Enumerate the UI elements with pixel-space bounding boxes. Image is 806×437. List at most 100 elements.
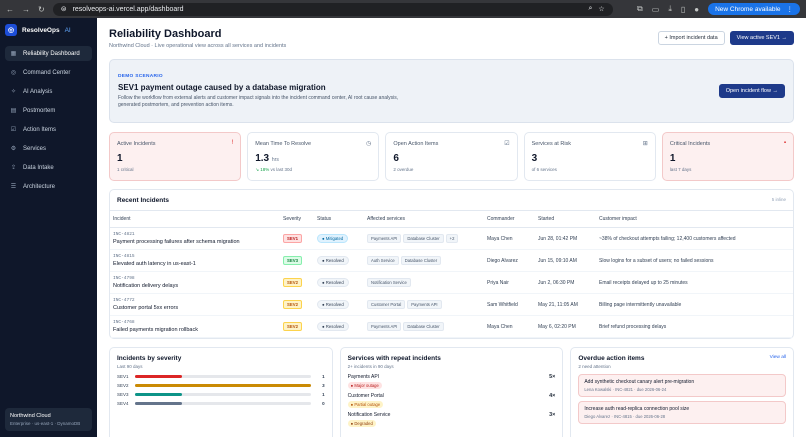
view-all-link[interactable]: View all xyxy=(769,355,787,360)
col-commander[interactable]: Commander xyxy=(484,211,535,228)
status-badge: ● Mitigated xyxy=(317,234,349,243)
service-tag: Payments API xyxy=(407,300,442,309)
import-incident-data-button[interactable]: + Import incident data xyxy=(657,31,725,45)
repeat-card-title: Services with repeat incidents xyxy=(347,355,441,362)
brand-name: ResolveOps xyxy=(22,26,60,34)
col-affected-services[interactable]: Affected services xyxy=(364,211,484,228)
incident-name[interactable]: Failed payments migration rollback xyxy=(113,327,198,333)
sidebar-item-ai-analysis[interactable]: ✧ AI Analysis xyxy=(10,88,53,96)
started: May 6, 02:20 PM xyxy=(535,315,596,338)
site-info-icon[interactable]: ⊜ xyxy=(60,6,67,13)
org-name: Northwind Cloud xyxy=(10,413,51,419)
stat-active-incidents[interactable]: Active Incidents ! 1 1 critical xyxy=(109,132,242,181)
table-row[interactable]: INC-4821 Payment processing failures afte… xyxy=(110,227,793,250)
split-icon[interactable]: ▯ xyxy=(680,4,686,14)
service-tag: Database Cluster xyxy=(403,322,444,331)
download-icon[interactable]: ⤓ xyxy=(668,4,672,13)
severity-bar xyxy=(135,393,183,396)
stat-foot: last 7 days xyxy=(669,167,692,172)
severity-badge: SEV2 xyxy=(283,278,302,287)
action-item[interactable]: Increase auth read-replica connection po… xyxy=(578,401,787,424)
recent-incidents-title: Recent Incidents xyxy=(117,197,170,204)
col-severity[interactable]: Severity xyxy=(280,211,314,228)
cast-icon[interactable]: ▭ xyxy=(651,4,660,14)
col-incident[interactable]: Incident xyxy=(110,211,280,228)
repeat-row[interactable]: Customer Portal ● Partial outage 4× xyxy=(347,393,556,408)
forward-icon[interactable]: → xyxy=(22,4,30,14)
view-active-sev1-button[interactable]: View active SEV1 → xyxy=(729,31,794,45)
stats-row: Active Incidents ! 1 1 critical Mean Tim… xyxy=(109,132,795,181)
back-icon[interactable]: ← xyxy=(6,4,14,14)
stat-services-at-risk[interactable]: Services at Risk ⊞ 3 of 6 services xyxy=(523,132,656,181)
page-title: Reliability Dashboard xyxy=(109,28,222,40)
stat-mttr[interactable]: Mean Time To Resolve ◷ 1.3 hrs ↘ 18% vs … xyxy=(247,132,380,181)
stat-label: Open Action Items xyxy=(393,141,439,147)
incident-id: INC-4798 xyxy=(113,276,135,281)
sidebar-item-data-intake[interactable]: ⇪ Data Intake xyxy=(10,164,54,172)
stat-foot: 2 overdue xyxy=(393,167,414,172)
service-tag-more: +2 xyxy=(445,234,459,243)
col-customer-impact[interactable]: Customer impact xyxy=(596,211,793,228)
url-text: resolveops-ai.vercel.app/dashboard xyxy=(72,5,184,13)
sidebar-item-postmortem[interactable]: ▤ Postmortem xyxy=(10,107,56,115)
status-badge: ● Resolved xyxy=(317,300,349,309)
open-incident-flow-button[interactable]: Open incident flow → xyxy=(718,84,785,98)
status-badge: ● Resolved xyxy=(317,322,349,331)
service-tag: Payments API xyxy=(367,322,402,331)
sidebar-item-action-items[interactable]: ☑ Action Items xyxy=(10,126,57,134)
col-started[interactable]: Started xyxy=(535,211,596,228)
customer-impact: Billing page intermittently unavailable xyxy=(596,293,793,316)
incident-name[interactable]: Payment processing failures after schema… xyxy=(113,239,240,245)
checkbox-icon: ☑ xyxy=(504,141,510,147)
new-chrome-button[interactable]: New Chrome available ⋮ xyxy=(708,3,800,15)
incident-name[interactable]: Notification delivery delays xyxy=(113,283,179,289)
stat-open-action-items[interactable]: Open Action Items ☑ 6 2 overdue xyxy=(385,132,518,181)
incidents-table: Incident Severity Status Affected servic… xyxy=(110,211,793,338)
recent-incidents-meta: 5 inline xyxy=(771,197,786,202)
stat-foot: 1 critical xyxy=(117,167,134,172)
incident-id: INC-4821 xyxy=(113,232,135,237)
alert-icon: ! xyxy=(231,140,234,146)
address-bar[interactable]: ⊜ resolveops-ai.vercel.app/dashboard ⌕ ☆ xyxy=(52,2,613,16)
severity-badge: SEV2 xyxy=(283,322,302,331)
org-switcher[interactable]: Northwind Cloud Enterprise · us-east-1 ·… xyxy=(5,408,92,431)
extensions-icon[interactable]: ⧉ xyxy=(637,4,643,13)
gear-icon: ⚙ xyxy=(10,146,17,152)
brand[interactable]: ◎ ResolveOps AI xyxy=(5,24,92,36)
table-row[interactable]: INC-4768 Failed payments migration rollba… xyxy=(110,315,793,338)
sidebar-item-architecture[interactable]: ☰ Architecture xyxy=(10,183,56,191)
overdue-action-items-card: Overdue action items 2 need attention Vi… xyxy=(570,347,795,437)
col-status[interactable]: Status xyxy=(314,211,364,228)
service-tag: Customer Portal xyxy=(367,300,406,309)
service-tag: Database Cluster xyxy=(403,234,444,243)
severity-row: SEV3 1 xyxy=(117,392,325,397)
repeat-card-sub: 2+ incidents in 90 days xyxy=(347,364,394,369)
table-row[interactable]: INC-4815 Elevated auth latency in us-east… xyxy=(110,249,793,272)
incident-name[interactable]: Customer portal 5xx errors xyxy=(113,305,179,311)
sidebar-item-services[interactable]: ⚙ Services xyxy=(10,145,47,153)
sidebar: ◎ ResolveOps AI ▦ Reliability Dashboard ◎… xyxy=(0,18,97,437)
incident-id: INC-4815 xyxy=(113,254,135,259)
table-row[interactable]: INC-4798 Notification delivery delays SEV… xyxy=(110,271,793,294)
customer-impact: Slow logins for a subset of users; no fa… xyxy=(596,249,793,272)
repeat-row[interactable]: Notification Service ● Degraded 3× xyxy=(347,412,556,427)
status-badge: ● Resolved xyxy=(317,278,349,287)
repeat-row[interactable]: Payments API ● Major outage 5× xyxy=(347,374,556,389)
zoom-icon[interactable]: ⌕ xyxy=(588,5,593,12)
commander: Maya Chen xyxy=(484,227,535,250)
reload-icon[interactable]: ↻ xyxy=(38,4,45,14)
arrow-right-icon: → xyxy=(770,88,778,94)
incident-name[interactable]: Elevated auth latency in us-east-1 xyxy=(113,261,196,267)
profile-icon[interactable]: ● xyxy=(694,4,700,14)
severity-bar xyxy=(135,402,183,405)
arrow-right-icon: → xyxy=(779,35,787,41)
plus-icon: + xyxy=(664,35,670,41)
star-icon[interactable]: ☆ xyxy=(598,6,605,13)
sidebar-item-reliability-dashboard[interactable]: ▦ Reliability Dashboard xyxy=(5,46,92,61)
sidebar-item-command-center[interactable]: ◎ Command Center xyxy=(10,69,71,77)
table-row[interactable]: INC-4772 Customer portal 5xx errors SEV2 … xyxy=(110,293,793,316)
status-badge: ● Resolved xyxy=(317,256,349,265)
stat-critical-incidents[interactable]: Critical Incidents ▪ 1 last 7 days xyxy=(661,132,795,181)
customer-impact: Brief refund processing delays xyxy=(596,315,793,338)
action-item[interactable]: Add synthetic checkout canary alert pre-… xyxy=(578,374,787,397)
